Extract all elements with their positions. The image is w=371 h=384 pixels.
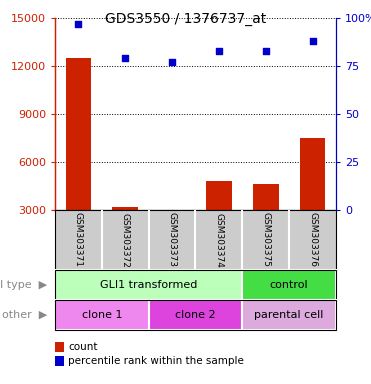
Text: GDS3550 / 1376737_at: GDS3550 / 1376737_at [105, 12, 266, 25]
Text: percentile rank within the sample: percentile rank within the sample [68, 356, 244, 366]
Text: GSM303372: GSM303372 [121, 213, 130, 267]
Bar [253, 184, 279, 210]
Text: clone 2: clone 2 [175, 310, 216, 320]
Text: GLI1 transformed: GLI1 transformed [100, 280, 197, 290]
Text: control: control [270, 280, 308, 290]
Bar [300, 138, 325, 210]
Text: GSM303371: GSM303371 [74, 212, 83, 268]
Bar [55, 300, 149, 330]
Bar [242, 300, 336, 330]
Text: count: count [68, 342, 98, 352]
Point [169, 59, 175, 65]
Bar [242, 270, 336, 300]
Bar [159, 210, 185, 245]
Bar [66, 58, 91, 210]
Bar [55, 270, 242, 300]
Text: parental cell: parental cell [255, 310, 324, 320]
Point [216, 48, 222, 54]
Point [75, 21, 81, 27]
Point [310, 38, 316, 44]
Text: GSM303374: GSM303374 [214, 213, 223, 267]
Text: other  ▶: other ▶ [2, 310, 47, 320]
Bar [149, 300, 242, 330]
Text: cell type  ▶: cell type ▶ [0, 280, 47, 290]
Text: clone 1: clone 1 [82, 310, 122, 320]
Point [263, 48, 269, 54]
Bar [206, 181, 232, 210]
Point [122, 55, 128, 61]
Text: GSM303376: GSM303376 [308, 212, 317, 268]
Text: GSM303375: GSM303375 [261, 212, 270, 268]
Bar [112, 207, 138, 210]
Text: GSM303373: GSM303373 [168, 212, 177, 268]
